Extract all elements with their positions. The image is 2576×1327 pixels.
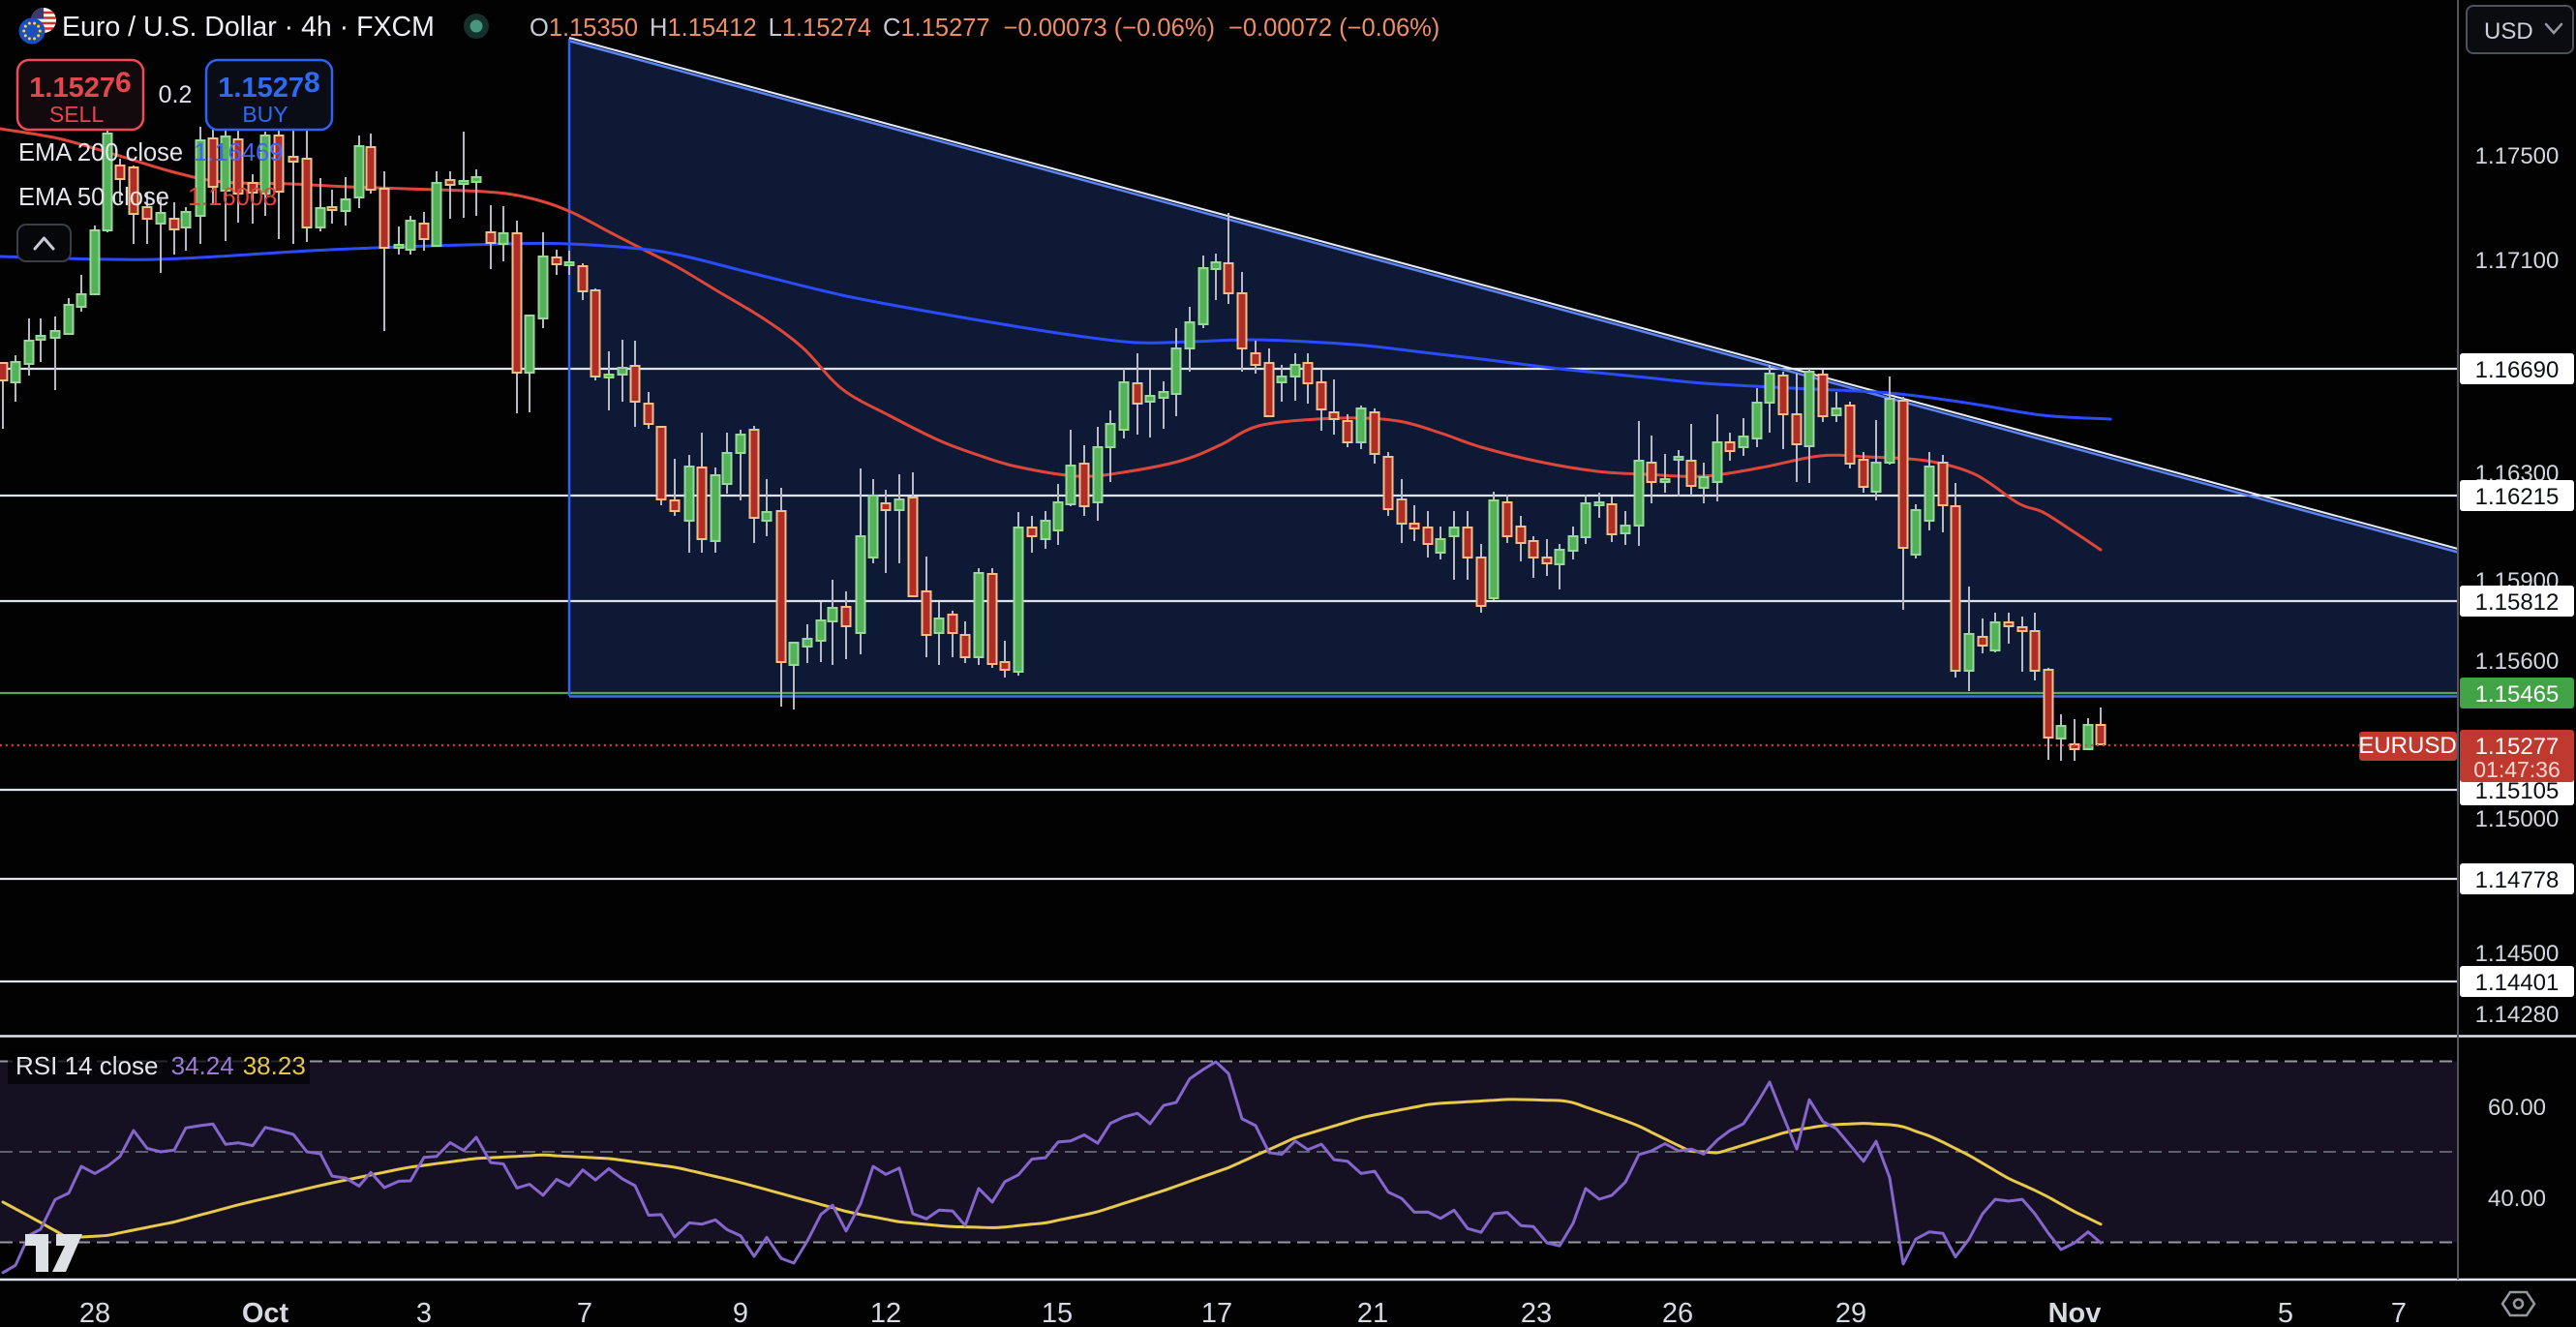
- svg-text:9: 9: [733, 1298, 748, 1327]
- svg-text:0.2: 0.2: [159, 81, 193, 108]
- svg-text:1.15600: 1.15600: [2475, 648, 2560, 675]
- svg-text:EMA 50 close 1.16008: EMA 50 close 1.16008: [18, 184, 277, 211]
- svg-text:1.15278: 1.15278: [218, 67, 319, 104]
- svg-text:1.17500: 1.17500: [2475, 143, 2560, 169]
- svg-text:1.14778: 1.14778: [2475, 867, 2560, 893]
- svg-text:Nov: Nov: [2048, 1298, 2102, 1327]
- svg-text:1.15277: 1.15277: [2475, 734, 2560, 760]
- svg-text:1.16215: 1.16215: [2475, 484, 2560, 510]
- svg-text:BUY: BUY: [242, 102, 288, 127]
- svg-text:1.17100: 1.17100: [2475, 248, 2560, 274]
- svg-text:1.14280: 1.14280: [2475, 1002, 2560, 1028]
- svg-text:1.15276: 1.15276: [29, 67, 131, 104]
- svg-text:EMA 200 close 1.16469: EMA 200 close 1.16469: [18, 139, 283, 166]
- svg-text:7: 7: [2391, 1298, 2407, 1327]
- svg-text:12: 12: [870, 1298, 901, 1327]
- svg-text:5: 5: [2278, 1298, 2293, 1327]
- svg-text:SELL: SELL: [49, 102, 104, 127]
- svg-text:1.15812: 1.15812: [2475, 589, 2560, 616]
- svg-text:USD: USD: [2484, 18, 2533, 45]
- svg-text:1.15465: 1.15465: [2475, 681, 2560, 708]
- svg-text:60.00: 60.00: [2488, 1095, 2546, 1121]
- svg-text:7: 7: [577, 1298, 592, 1327]
- svg-text:23: 23: [1521, 1298, 1552, 1327]
- svg-text:Euro / U.S. Dollar · 4h · FXCM: Euro / U.S. Dollar · 4h · FXCM: [62, 12, 435, 43]
- svg-text:1.14401: 1.14401: [2475, 970, 2560, 996]
- svg-text:1.15000: 1.15000: [2475, 806, 2560, 832]
- svg-text:26: 26: [1662, 1298, 1693, 1327]
- svg-text:28: 28: [79, 1298, 110, 1327]
- svg-text:29: 29: [1835, 1298, 1866, 1327]
- svg-text:21: 21: [1357, 1298, 1388, 1327]
- svg-text:40.00: 40.00: [2488, 1186, 2546, 1212]
- svg-text:17: 17: [1201, 1298, 1232, 1327]
- svg-text:EURUSD: EURUSD: [2358, 733, 2456, 759]
- svg-text:1.16690: 1.16690: [2475, 357, 2560, 383]
- svg-text:1.15105: 1.15105: [2475, 778, 2560, 804]
- svg-text:15: 15: [1042, 1298, 1073, 1327]
- svg-text:1.14500: 1.14500: [2475, 941, 2560, 967]
- svg-text:3: 3: [416, 1298, 432, 1327]
- svg-text:01:47:36: 01:47:36: [2473, 757, 2561, 782]
- svg-text:Oct: Oct: [242, 1298, 289, 1327]
